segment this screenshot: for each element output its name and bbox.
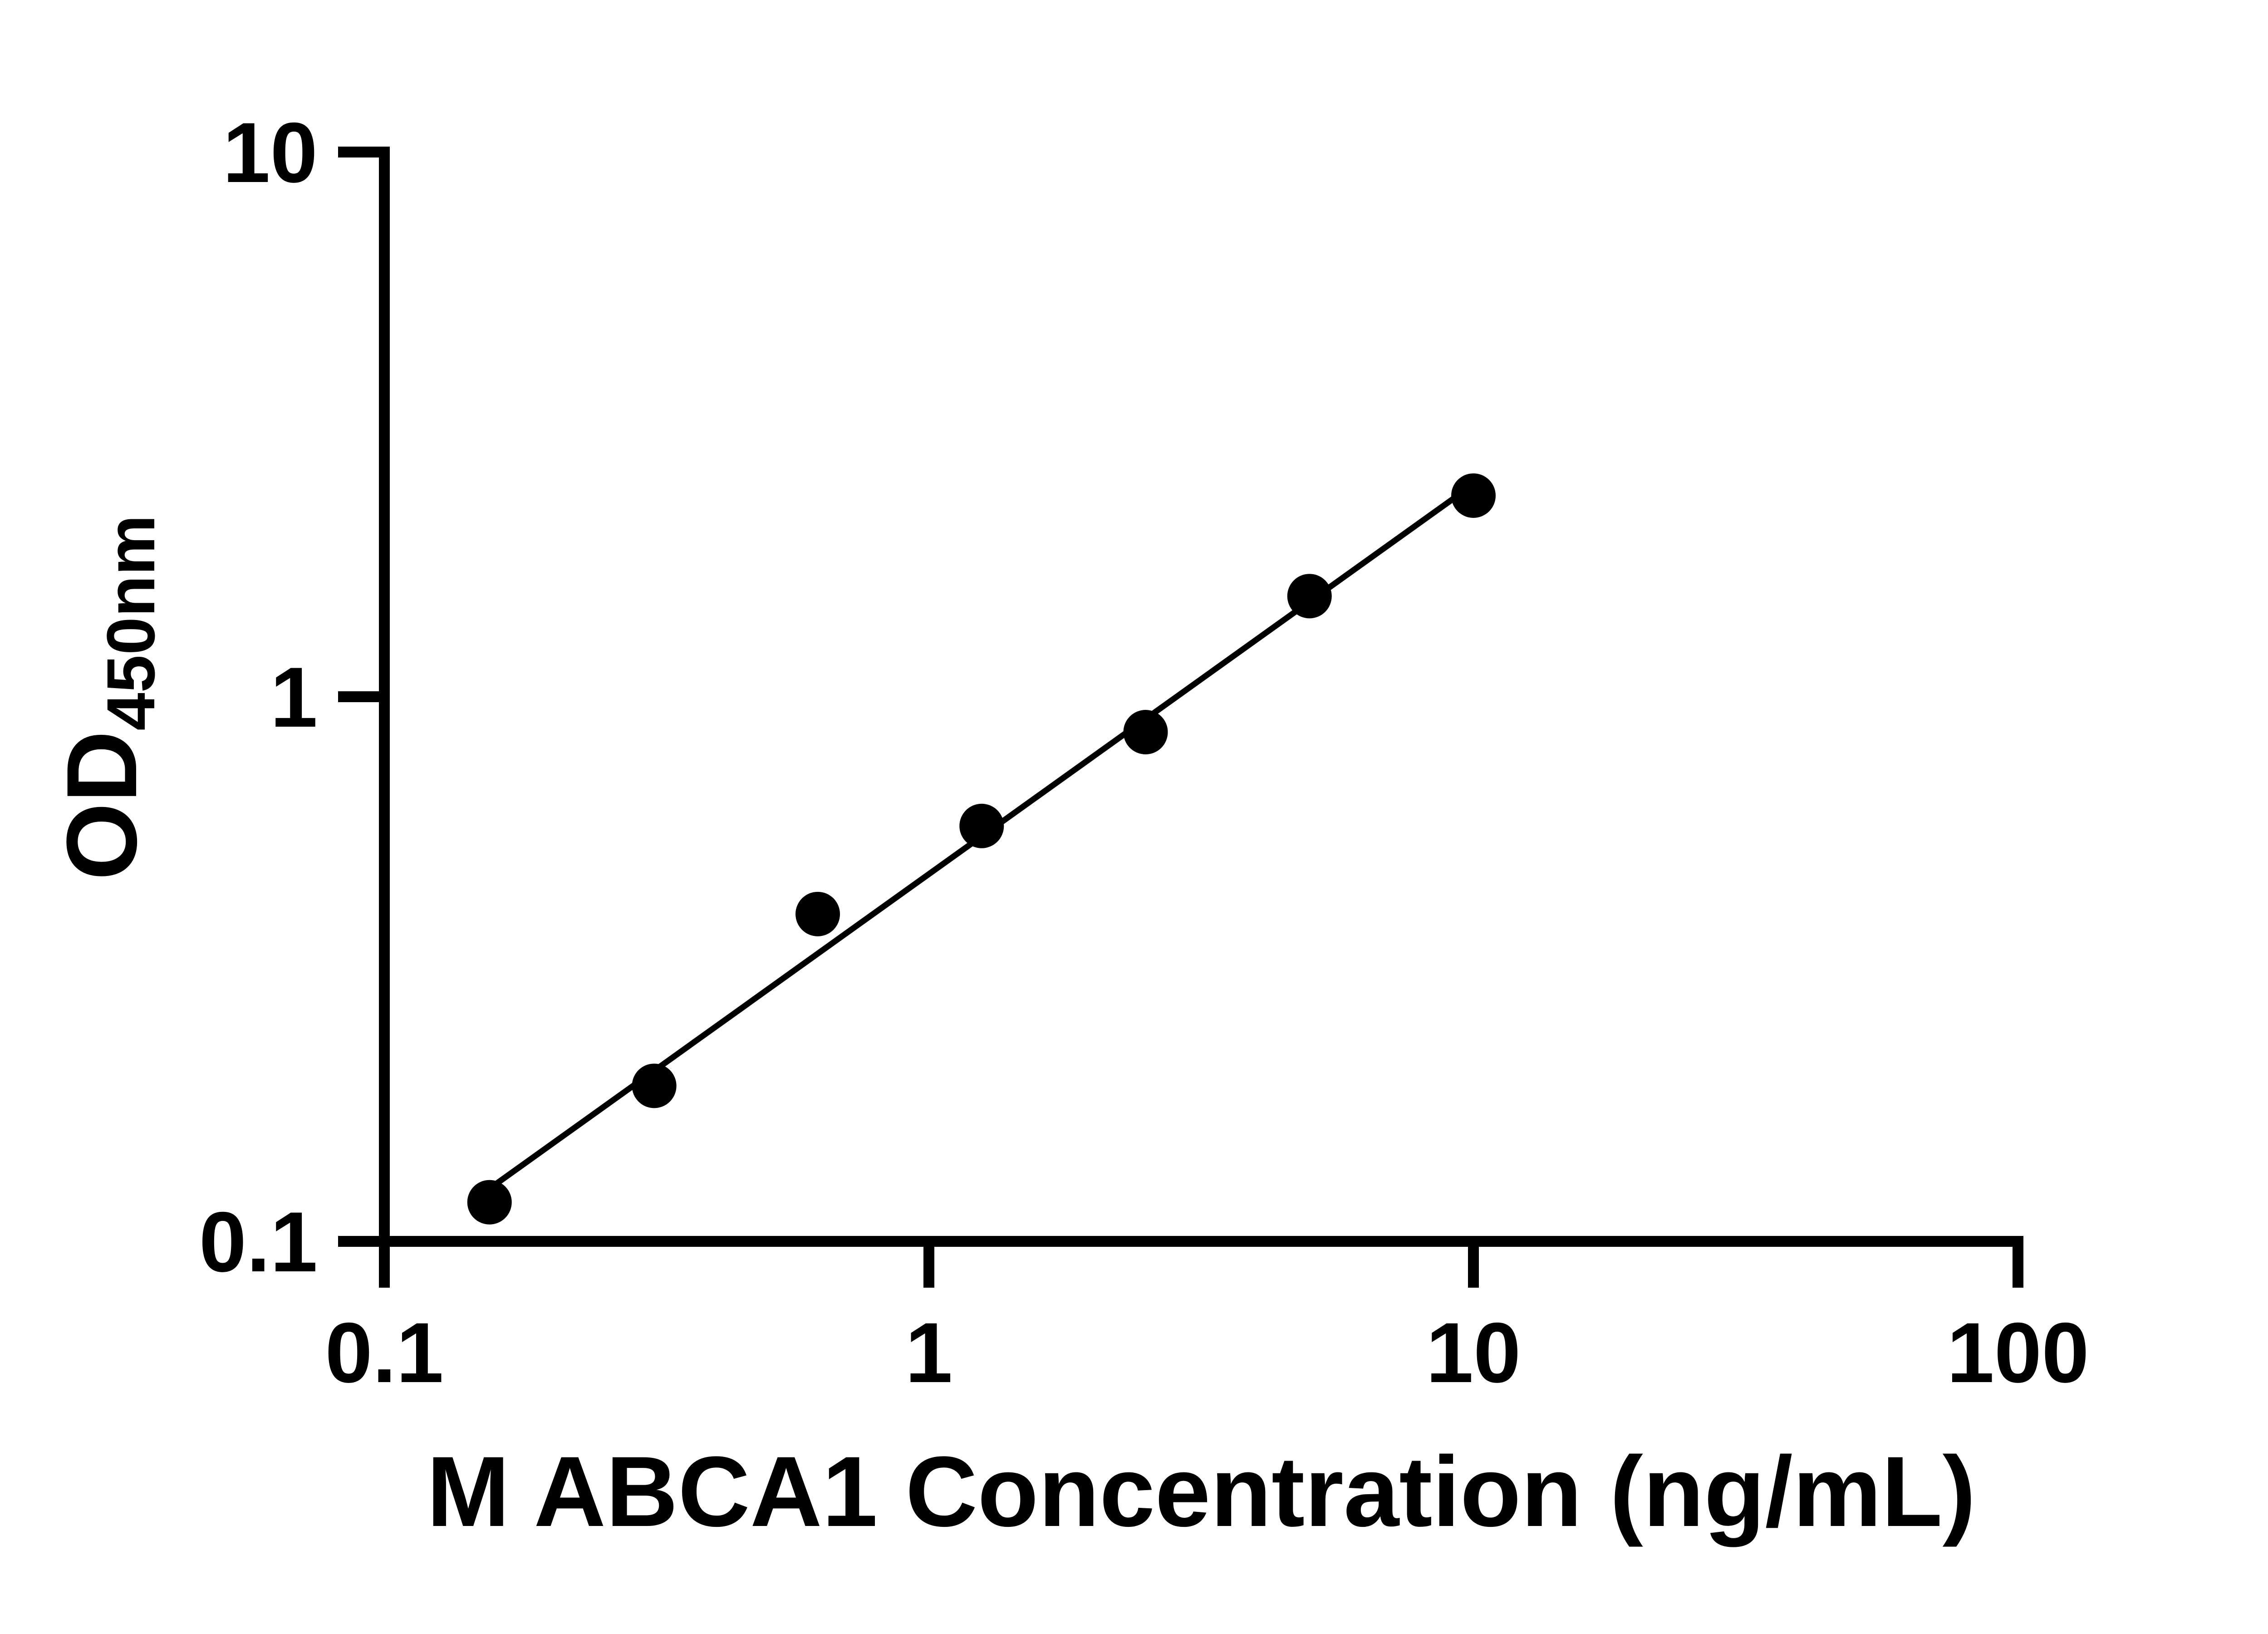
series-group — [467, 473, 1496, 1225]
data-point — [632, 1063, 677, 1108]
x-tick-label: 10 — [1426, 1305, 1521, 1400]
x-tick-label: 1 — [905, 1305, 953, 1400]
x-tick-label: 100 — [1947, 1305, 2089, 1400]
x-tick-label: 0.1 — [325, 1305, 443, 1400]
y-axis-title-main: OD — [46, 731, 157, 881]
data-point — [467, 1180, 512, 1225]
data-point — [959, 803, 1004, 848]
x-axis-title: M ABCA1 Concentration (ng/mL) — [427, 1436, 1976, 1547]
y-tick-label: 0.1 — [199, 1194, 318, 1289]
y-axis-title: OD450nm — [46, 515, 169, 880]
y-axis-title-sub: 450nm — [93, 515, 169, 730]
data-point — [1123, 709, 1168, 754]
axes-group: 0.1 1 10 100 0.1 1 10 — [199, 105, 2089, 1400]
y-tick-label: 1 — [270, 650, 318, 745]
data-point — [1451, 473, 1496, 518]
data-point — [1287, 574, 1332, 619]
data-point — [795, 891, 840, 936]
y-tick-label: 10 — [223, 105, 318, 200]
